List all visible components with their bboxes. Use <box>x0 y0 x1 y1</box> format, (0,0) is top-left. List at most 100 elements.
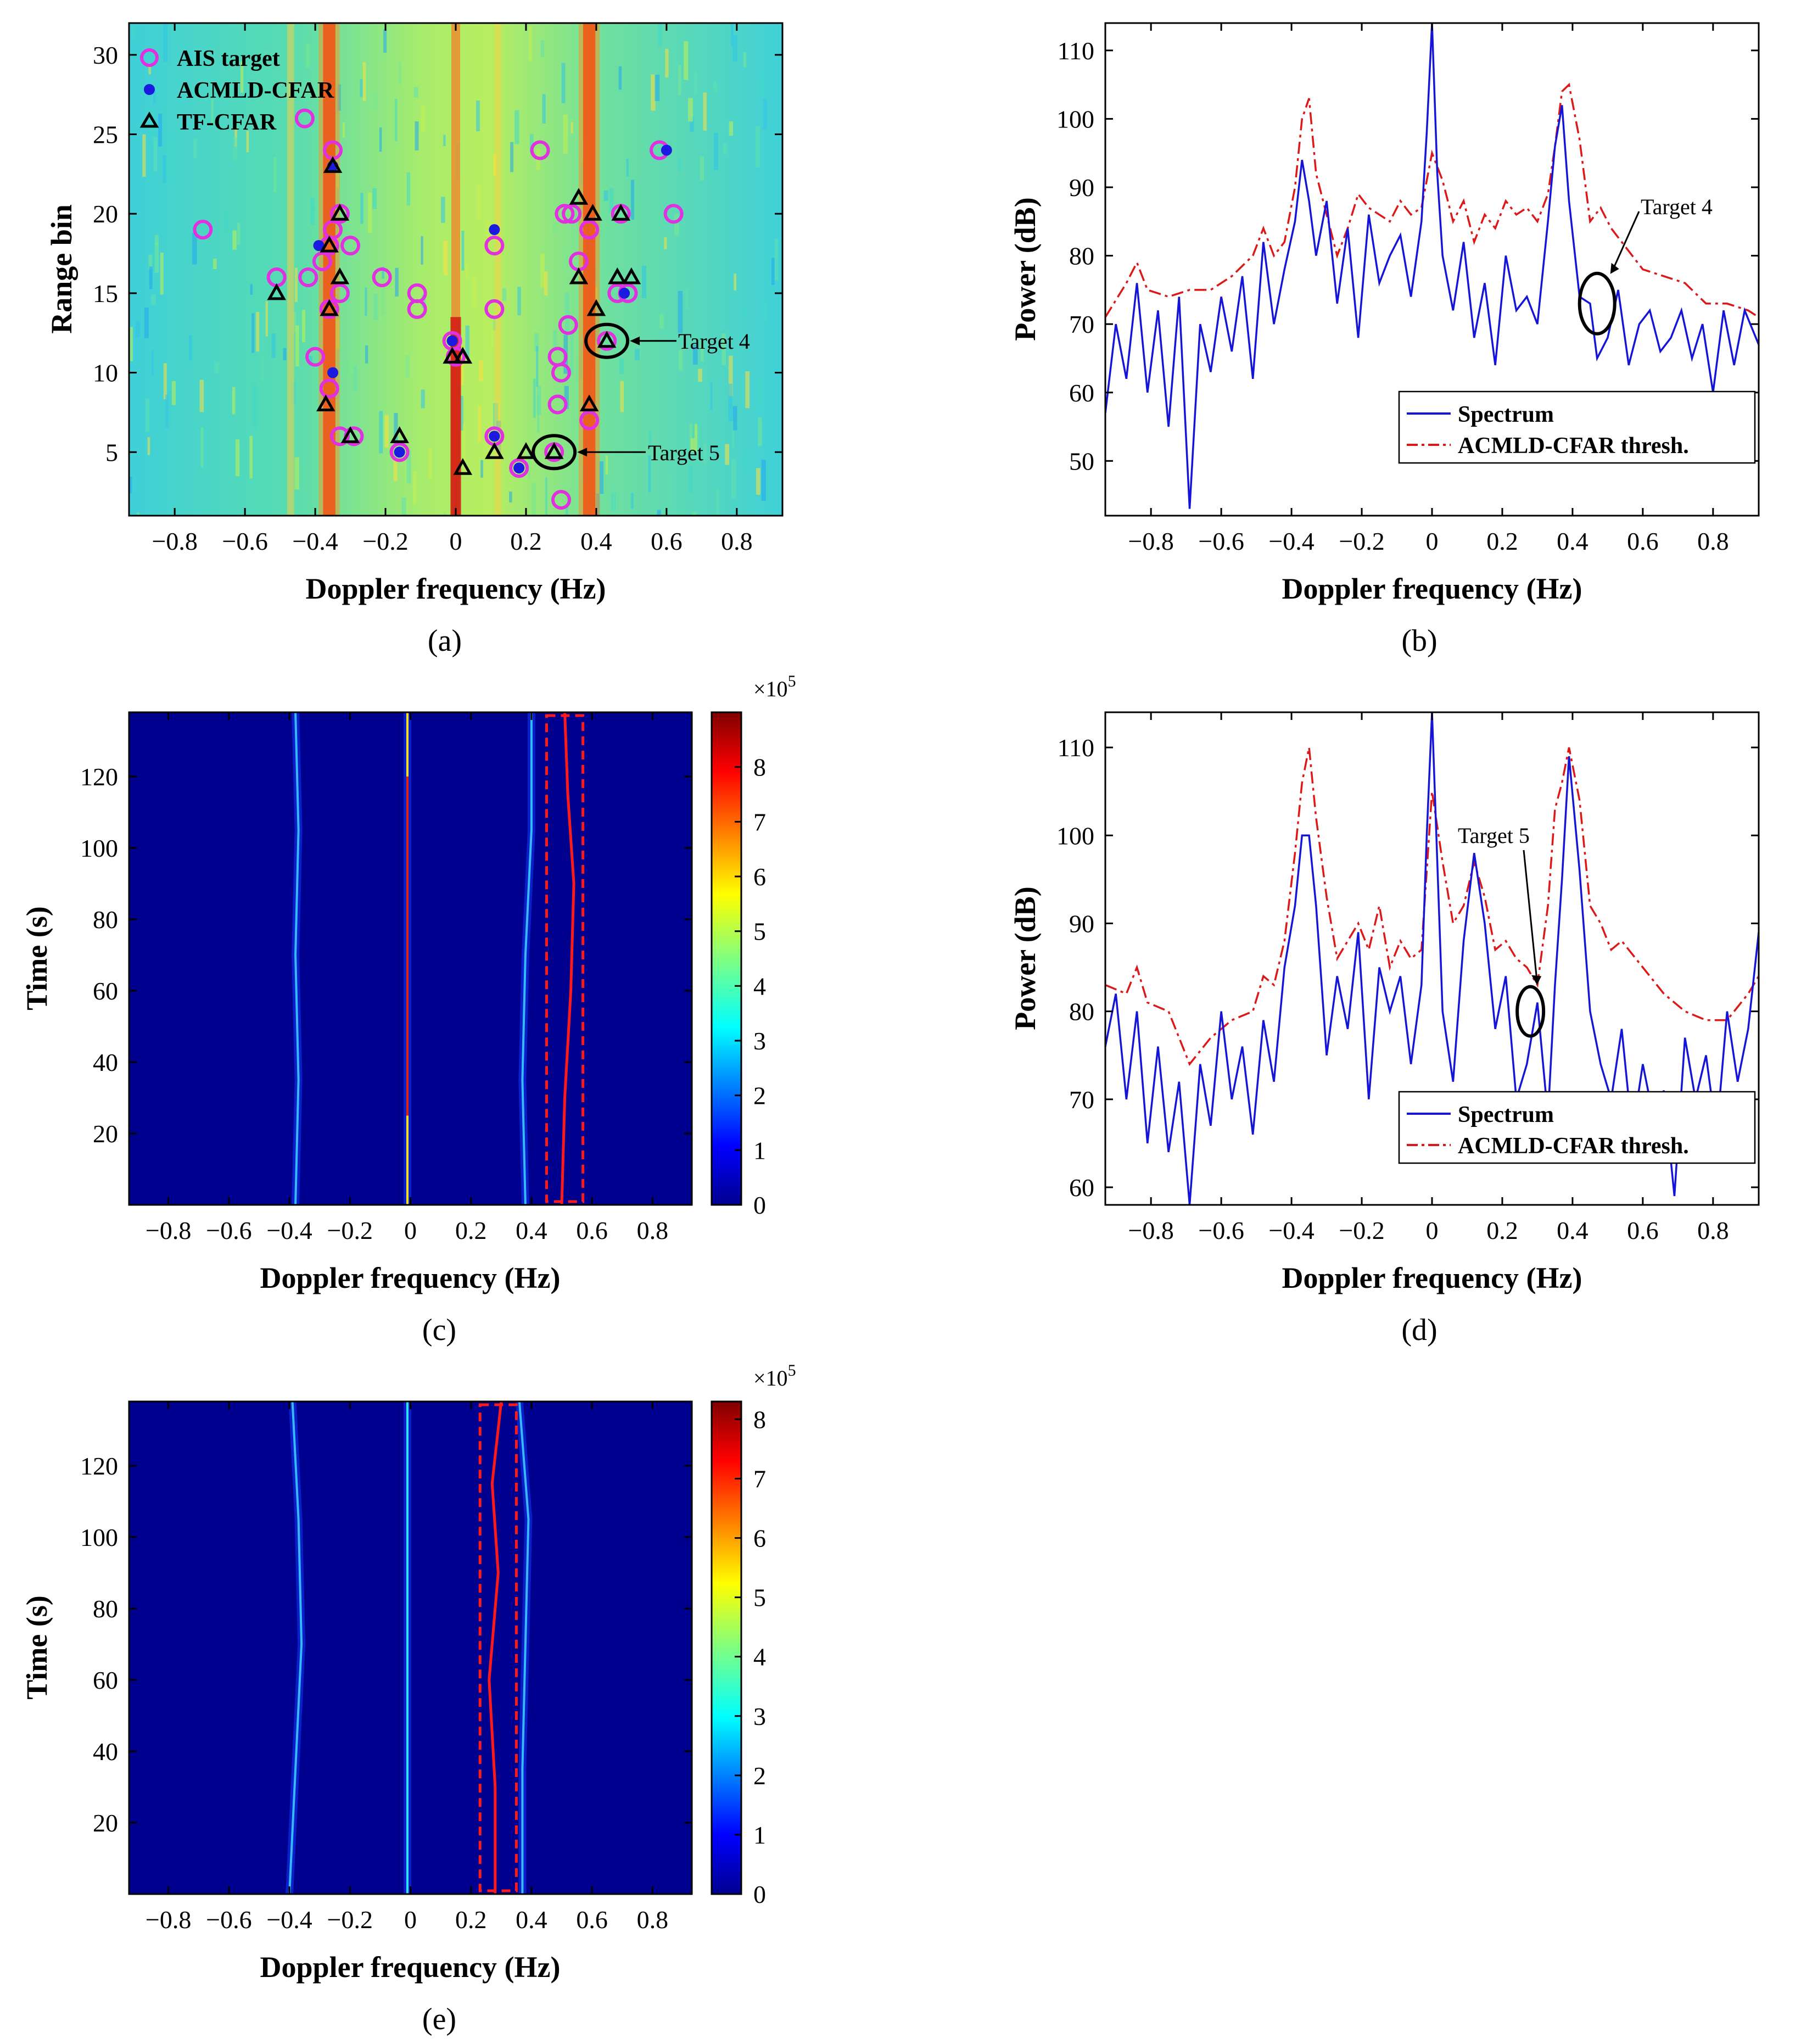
heatmap-texture-cell <box>265 301 268 337</box>
ais-target-marker <box>340 236 361 256</box>
legend-spectrum-label: Spectrum <box>1458 402 1554 427</box>
ais-target-marker <box>329 283 350 303</box>
ridge-line <box>288 1401 303 1894</box>
acmld-cfar-marker <box>661 144 672 156</box>
tf-cfar-marker <box>320 299 339 316</box>
heatmap-texture-cell <box>135 321 141 338</box>
x-tick-label: 0.2 <box>455 1906 487 1934</box>
heatmap-texture-cell <box>413 87 418 98</box>
heatmap-texture-cell <box>529 133 534 152</box>
heatmap-texture-cell <box>545 477 548 516</box>
heatmap-texture-cell <box>678 291 683 333</box>
legend-acmld-symbol <box>144 84 155 95</box>
heatmap-texture-cell <box>631 493 634 509</box>
x-tick-label: 0 <box>1426 527 1439 555</box>
heatmap-texture-cell <box>714 132 718 170</box>
heatmap-texture-cell <box>200 427 204 467</box>
panel-e-colorbar <box>711 1400 742 1895</box>
heatmap-texture-cell <box>686 288 689 309</box>
y-tick-label: 120 <box>80 1452 118 1480</box>
tf-cfar-marker <box>330 267 350 284</box>
colorbar-tick-label: 7 <box>753 1465 766 1493</box>
heatmap-texture-cell <box>251 313 255 353</box>
heatmap-texture-cell <box>360 193 363 224</box>
heatmap-texture-cell <box>428 448 433 479</box>
y-tick-label: 90 <box>1069 909 1094 937</box>
acmld-cfar-marker <box>513 462 525 474</box>
x-tick-label: −0.8 <box>146 1216 191 1244</box>
heatmap-texture-cell <box>612 484 616 516</box>
x-tick-label: 0 <box>450 527 462 555</box>
heatmap-texture-cell <box>731 421 735 448</box>
y-tick-label: 80 <box>1069 242 1094 270</box>
tf-cfar-marker <box>453 347 473 364</box>
heatmap-texture-cell <box>302 310 306 343</box>
heatmap-texture-cell <box>758 417 762 446</box>
x-tick-label: 0.8 <box>1697 527 1729 555</box>
ais-target-marker <box>312 252 332 272</box>
heatmap-texture-cell <box>379 411 383 454</box>
legend-tfcfar-symbol <box>139 111 159 128</box>
y-tick-label: 70 <box>1069 310 1094 338</box>
heatmap-texture-cell <box>294 267 298 303</box>
x-tick-label: −0.8 <box>1128 1216 1173 1244</box>
heatmap-texture-cell <box>502 288 507 301</box>
panel-c-colorbar-ticks: 0 1 2 3 4 5 6 7 8 <box>735 753 766 1219</box>
heatmap-texture-cell <box>759 72 764 96</box>
x-tick-label: 0.2 <box>1486 527 1518 555</box>
heatmap-texture-cell <box>693 71 697 95</box>
y-tick-label: 90 <box>1069 174 1094 202</box>
x-tick-label: 0 <box>404 1216 417 1244</box>
heatmap-texture-cell <box>142 134 146 177</box>
y-tick-label: 60 <box>1069 1174 1094 1202</box>
x-tick-label: 0 <box>1426 1216 1439 1244</box>
heatmap-texture-cell <box>151 294 156 305</box>
ais-target-marker <box>294 108 315 129</box>
x-tick-label: −0.2 <box>1339 527 1384 555</box>
ridge-line <box>521 712 533 1205</box>
tf-cfar-marker <box>544 442 564 459</box>
heatmap-texture-cell <box>690 438 695 452</box>
heatmap-texture-cell <box>715 488 719 516</box>
heatmap-texture-cell <box>635 349 640 360</box>
acmld-cfar-marker <box>619 287 630 299</box>
x-tick-label: 0.6 <box>576 1906 608 1934</box>
heatmap-texture-cell <box>728 355 733 396</box>
acmld-cfar-marker <box>394 446 405 458</box>
heatmap-texture-cell <box>732 35 737 62</box>
heatmap-texture-cell <box>271 333 276 358</box>
panel-b-threshold-line <box>1105 82 1759 319</box>
acmld-cfar-marker <box>313 240 325 252</box>
heatmap-texture-cell <box>531 482 536 516</box>
x-tick-label: −0.4 <box>292 527 338 555</box>
heatmap-texture-cell <box>729 121 734 136</box>
heatmap-texture-cell <box>564 386 569 409</box>
ridge-line <box>294 712 300 1205</box>
heatmap-texture-cell <box>690 116 694 132</box>
heatmap-texture-cell <box>169 136 174 178</box>
heatmap-texture-cell <box>393 460 398 482</box>
panel-c-ylabel: Time (s) <box>20 906 53 1010</box>
y-tick-label: 50 <box>1069 447 1094 475</box>
heatmap-texture-cell <box>394 412 398 445</box>
heatmap-texture-cell <box>480 460 483 478</box>
tf-cfar-marker <box>622 267 641 284</box>
legend-spectrum-label: Spectrum <box>1458 1102 1554 1127</box>
ais-target-marker <box>298 267 318 287</box>
panel-e-colorbar-exponent: ×105 <box>753 1361 796 1390</box>
y-tick-label: 80 <box>93 1595 118 1623</box>
heatmap-texture-cell <box>256 312 260 352</box>
target-4-label-a: Target 4 <box>678 329 750 354</box>
heatmap-texture-cell <box>490 328 494 350</box>
heatmap-texture-cell <box>233 137 238 160</box>
colorbar-tick-label: 3 <box>753 1027 766 1055</box>
x-tick-label: −0.2 <box>1339 1216 1384 1244</box>
heatmap-texture-cell <box>713 81 717 92</box>
panel-a: −0.8 −0.6 −0.4 −0.2 0 0.2 0.4 0.6 0.8 5 10 15 20 25 30… <box>45 22 784 658</box>
y-tick-label: 110 <box>1058 37 1094 65</box>
panel-c-colorbar <box>711 711 742 1206</box>
heatmap-texture-cell <box>619 358 624 375</box>
heatmap-texture-cell <box>771 258 775 285</box>
panel-d-xlabel: Doppler frequency (Hz) <box>1282 1261 1582 1294</box>
